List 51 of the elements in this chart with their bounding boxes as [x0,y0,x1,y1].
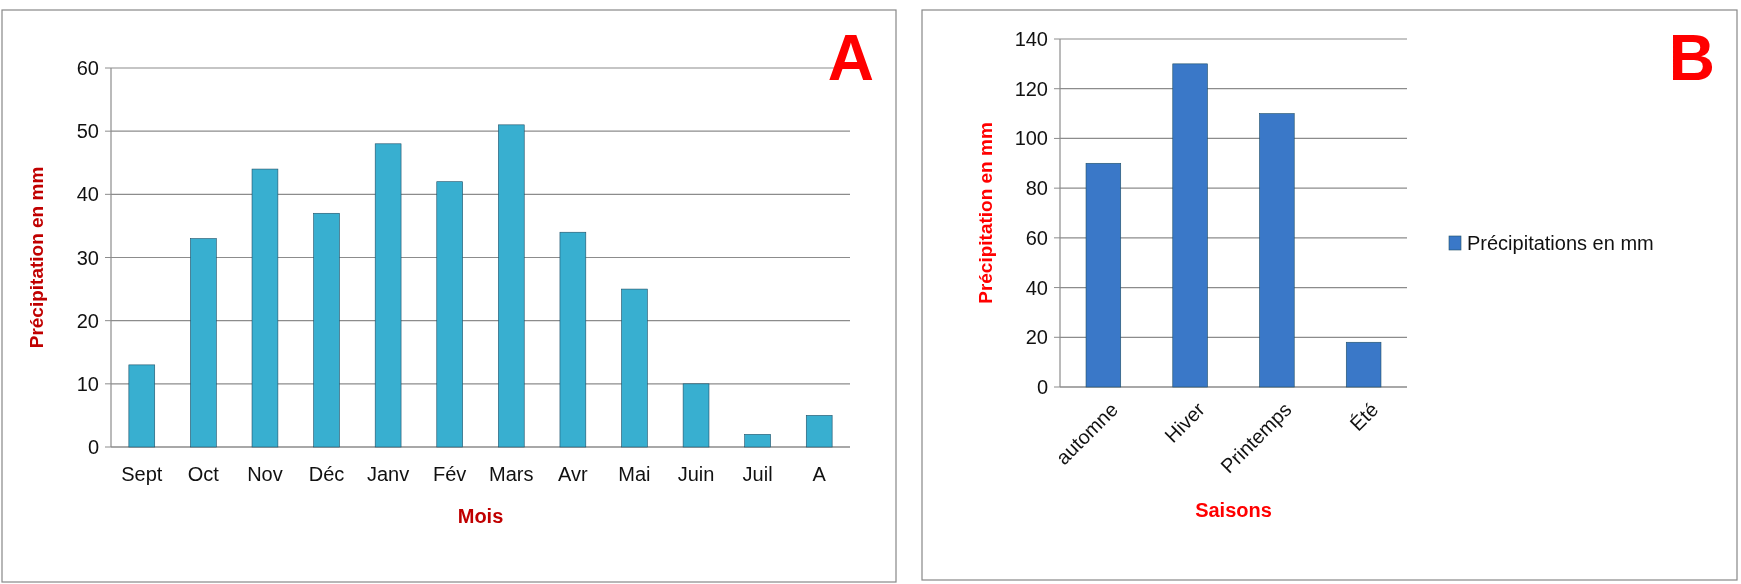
bar [128,364,156,448]
x-tick-label: Juil [742,463,773,485]
bar [498,124,525,448]
legend-label: Précipitations en mm [1467,232,1654,254]
y-tick-label: 80 [1025,177,1048,200]
bar [559,231,587,448]
bar [1172,63,1208,388]
x-tick-label: A [812,463,827,485]
y-tick-label: 60 [76,57,99,79]
x-tick-label: Juin [677,463,715,485]
y-tick-label: 120 [1014,77,1048,100]
bar [805,415,833,448]
x-tick-label: Été [1345,398,1383,435]
x-tick-label: Janv [367,463,410,485]
y-tick-label: 40 [1025,276,1048,299]
x-tick-label: Déc [308,463,345,485]
y-tick-label: 100 [1014,127,1048,150]
y-tick-label: 140 [1014,28,1048,50]
y-tick-label: 30 [76,246,99,269]
y-tick-label: 20 [76,309,99,332]
y-tick-label: 0 [1036,376,1048,398]
bar [621,288,648,448]
bar [190,238,217,448]
y-tick-label: 20 [1025,326,1048,349]
x-tick-label: Mai [618,463,651,485]
x-tick-label: Nov [247,463,283,485]
bar [1345,341,1382,388]
y-tick-label: 50 [76,120,99,143]
x-tick-label: Oct [187,463,220,485]
y-tick-label: 60 [1025,226,1048,249]
bar [682,383,710,448]
bar [313,212,340,448]
y-axis-title: Précipitation en mm [26,166,47,349]
x-axis-title: Mois [457,505,504,527]
bar [436,181,463,448]
y-tick-label: 0 [87,436,99,458]
bar [251,168,279,448]
bar [1085,162,1122,388]
y-tick-label: 40 [76,183,99,206]
x-tick-label: Fév [433,463,467,485]
y-tick-label: 10 [76,372,99,395]
bar [374,143,402,448]
text: B [1668,22,1715,94]
x-tick-label: Avr [558,463,589,485]
x-tick-label: Mars [489,463,534,485]
y-axis-title: Précipitation en mm [975,122,996,304]
bar [744,434,771,448]
annotation: A [827,22,874,94]
x-tick-label: Sept [121,463,163,485]
x-axis-title: Saisons [1195,499,1272,521]
bar [1259,113,1295,388]
